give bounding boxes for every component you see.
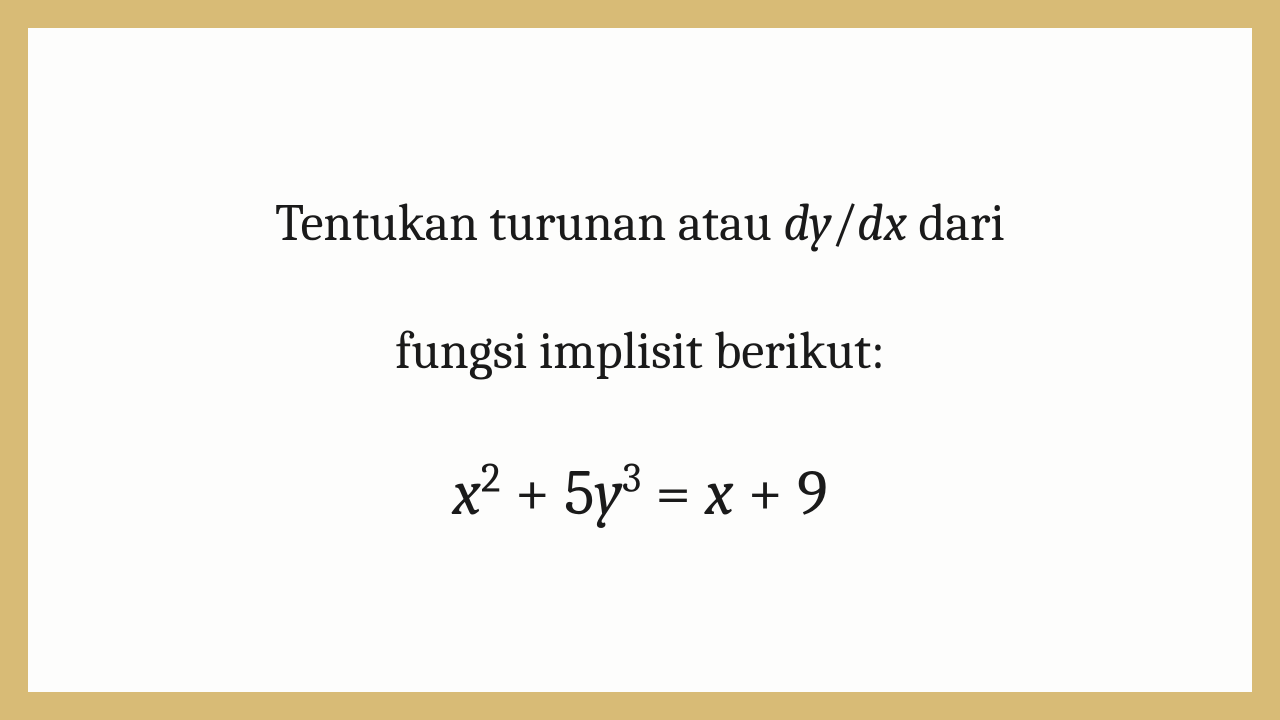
eq-coef-5: 5 (564, 456, 594, 530)
equation: x2 + 5y3 = x + 9 (452, 456, 827, 530)
content-panel: Tentukan turunan atau dy/dx dari fungsi … (28, 28, 1252, 692)
eq-plus-2: + (733, 456, 797, 530)
math-slash: / (832, 193, 857, 253)
prompt-line-2: fungsi implisit berikut: (395, 318, 885, 386)
eq-equals: = (641, 456, 705, 530)
eq-plus-1: + (500, 456, 564, 530)
eq-x1: x (452, 456, 481, 530)
eq-sup-2: 2 (481, 455, 501, 502)
text-part-2: dari (907, 193, 1005, 253)
text-part-1: Tentukan turunan atau (275, 193, 783, 253)
math-dy: dy (783, 193, 831, 253)
eq-sup-3: 3 (622, 455, 641, 502)
eq-const-9: 9 (797, 456, 828, 530)
eq-y: y (595, 456, 623, 530)
prompt-line-1: Tentukan turunan atau dy/dx dari (275, 190, 1005, 258)
math-dx: dx (857, 193, 907, 253)
eq-x2: x (705, 456, 734, 530)
